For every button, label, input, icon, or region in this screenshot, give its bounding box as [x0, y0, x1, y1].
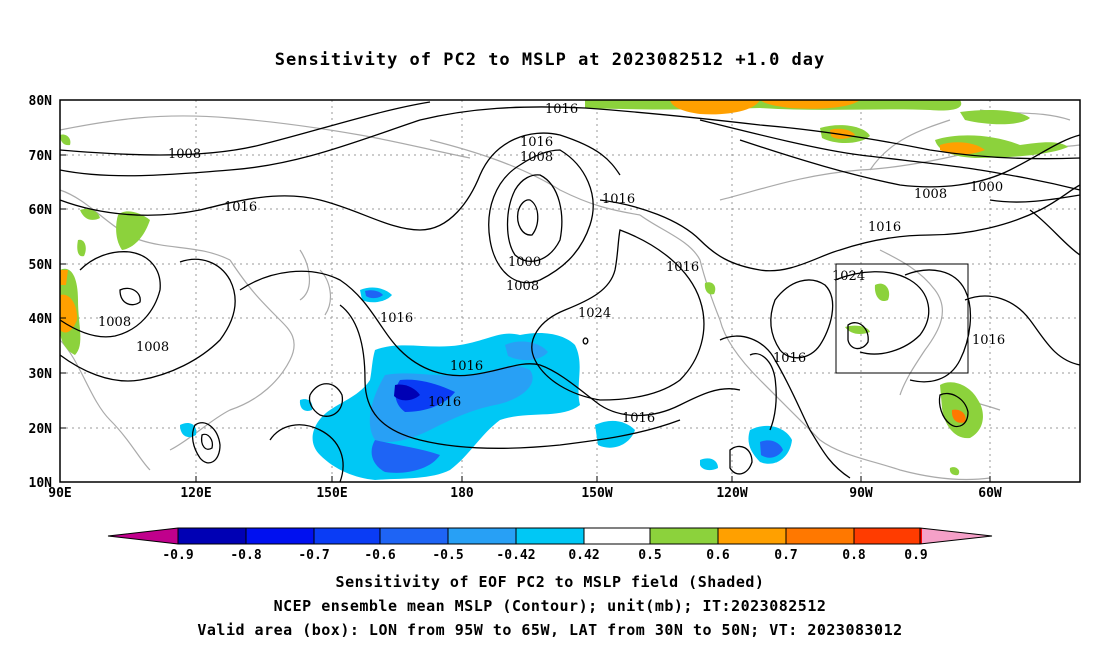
lat-label: 60N [29, 203, 53, 218]
contour-label: 1016 [520, 135, 553, 150]
latitude-labels: 80N 70N 60N 50N 40N 30N 20N 10N [29, 94, 53, 491]
contour-label: 1024 [578, 306, 611, 321]
longitude-labels: 90E 120E 150E 180 150W 120W 90W 60W [48, 486, 1002, 501]
contour-label: 1016 [380, 311, 413, 326]
contour-label: 1008 [506, 279, 539, 294]
contour-label: 1024 [832, 269, 865, 284]
contour-label: 1016 [602, 192, 635, 207]
colorbar-label: -0.5 [432, 548, 463, 563]
colorbar-cell [650, 528, 718, 544]
colorbar-cell [108, 528, 178, 544]
colorbar-cell [920, 528, 922, 544]
colorbar-label: 0.8 [842, 548, 866, 563]
colorbar-cell [314, 528, 380, 544]
chart-title: Sensitivity of PC2 to MSLP at 2023082512… [274, 50, 826, 70]
colorbar-label: 0.5 [638, 548, 661, 563]
colorbar-label: -0.42 [496, 548, 535, 563]
colorbar-cell [380, 528, 448, 544]
caption-line-2: NCEP ensemble mean MSLP (Contour); unit(… [273, 597, 827, 615]
colorbar-label: 0.42 [568, 548, 599, 563]
lat-label: 80N [29, 94, 53, 109]
contour-label: 1000 [970, 180, 1003, 195]
colorbar-cell [786, 528, 854, 544]
lon-label: 90W [849, 486, 873, 501]
contour-label: 1016 [773, 351, 806, 366]
coastlines [59, 109, 1081, 481]
contour-label: 1016 [972, 333, 1005, 348]
graticule [60, 100, 1080, 482]
lat-label: 70N [29, 149, 53, 164]
contour-label: 1000 [508, 255, 541, 270]
lon-label: 90E [48, 486, 71, 501]
colorbar-cell [516, 528, 584, 544]
contour-label: 1008 [914, 187, 947, 202]
colorbar-label: 0.6 [706, 548, 730, 563]
contour-label: 1016 [224, 200, 257, 215]
lat-label: 30N [29, 367, 53, 382]
lon-label: 150W [581, 486, 612, 501]
colorbar-label: -0.9 [162, 548, 193, 563]
mslp-contours [59, 101, 1081, 483]
colorbar-cell [854, 528, 920, 544]
colorbar-cell [718, 528, 786, 544]
lon-label: 180 [450, 486, 474, 501]
colorbar-cell [178, 528, 246, 544]
colorbar-cell [584, 528, 650, 544]
colorbar-label: -0.8 [230, 548, 261, 563]
caption-line-1: Sensitivity of EOF PC2 to MSLP field (Sh… [335, 573, 765, 591]
lat-label: 40N [29, 312, 53, 327]
lon-label: 120E [180, 486, 211, 501]
colorbar-cell [246, 528, 314, 544]
map-area [60, 100, 1080, 482]
lon-label: 60W [978, 486, 1002, 501]
caption-line-3: Valid area (box): LON from 95W to 65W, L… [197, 621, 903, 639]
lon-label: 120W [716, 486, 747, 501]
map-frame [59, 99, 1081, 483]
colorbar: -0.9 -0.8 -0.7 -0.6 -0.5 -0.42 0.42 0.5 … [107, 527, 993, 563]
lat-label: 20N [29, 422, 53, 437]
colorbar-label: -0.6 [364, 548, 395, 563]
lon-label: 150E [316, 486, 347, 501]
shaded-sensitivity [60, 100, 1068, 480]
contour-label: 1016 [666, 260, 699, 275]
lat-label: 10N [29, 476, 53, 491]
lat-label: 50N [29, 258, 53, 273]
contour-label: 1016 [450, 359, 483, 374]
contour-label: 1008 [136, 340, 169, 355]
contour-label: 1016 [545, 102, 578, 117]
contour-label: 1016 [868, 220, 901, 235]
contour-label: 1008 [520, 150, 553, 165]
colorbar-cell [922, 528, 992, 544]
contour-label: 1016 [428, 395, 461, 410]
tick-marks [60, 154, 991, 482]
valid-area-box [835, 263, 969, 374]
contour-label: 1008 [98, 315, 131, 330]
colorbar-label: 0.7 [774, 548, 797, 563]
contour-labels: 1016 1016 1008 1008 1016 1016 1000 1008 … [98, 102, 1005, 426]
colorbar-label: 0.9 [904, 548, 927, 563]
contour-label: 1016 [622, 411, 655, 426]
colorbar-label: -0.7 [298, 548, 329, 563]
contour-label: 1008 [168, 147, 201, 162]
colorbar-cell [448, 528, 516, 544]
